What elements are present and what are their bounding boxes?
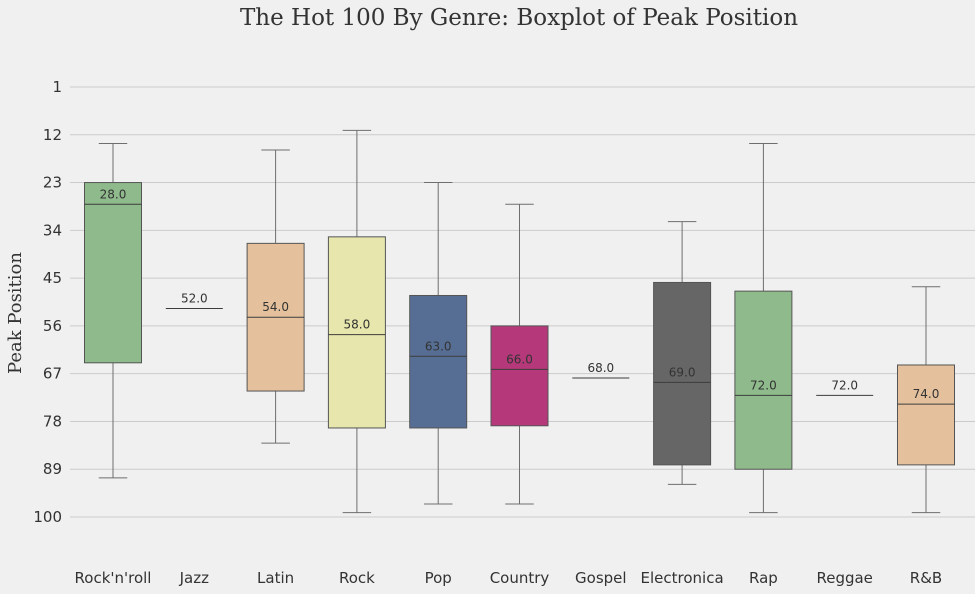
x-tick-label: Rock (339, 569, 375, 587)
y-tick-label: 56 (43, 317, 62, 335)
median-label: 52.0 (181, 292, 208, 306)
box-group: 72.0 (734, 142, 793, 514)
box-group: 63.0 (409, 182, 468, 505)
y-tick-label: 1 (52, 78, 62, 96)
box (653, 281, 712, 466)
box-group: 72.0 (816, 378, 874, 396)
box (490, 325, 549, 427)
box-group: 74.0 (897, 286, 955, 514)
median-label: 69.0 (669, 365, 696, 379)
x-tick-label: Country (490, 569, 550, 587)
y-axis-label: Peak Position (5, 252, 26, 374)
median-label: 72.0 (750, 378, 777, 392)
median-label: 28.0 (100, 187, 127, 201)
box-group: 52.0 (165, 292, 223, 310)
median-label: 72.0 (831, 378, 858, 392)
box (409, 294, 468, 429)
box-group: 69.0 (653, 221, 712, 485)
x-tick-label: R&B (910, 569, 942, 587)
x-tick-label: Gospel (575, 569, 627, 587)
x-tick-label: Jazz (179, 569, 209, 587)
x-tick-label: Reggae (816, 569, 872, 587)
x-tick-label: Pop (425, 569, 452, 587)
x-tick-label: Rap (749, 569, 778, 587)
boxes: 28.0 52.0 54.0 58.0 63.0 66.0 68.0 69.0 72.0 72.0… (84, 129, 955, 514)
chart-title: The Hot 100 By Genre: Boxplot of Peak Po… (240, 5, 798, 31)
box-group: 66.0 (490, 203, 549, 505)
median-label: 66.0 (506, 352, 533, 366)
y-tick-label: 78 (43, 412, 62, 430)
y-tick-label: 45 (43, 269, 62, 287)
y-tick-label: 89 (43, 460, 62, 478)
y-tick-labels: 1 12 23 34 45 56 67 78 89 100 (33, 78, 62, 526)
box-group: 58.0 (327, 129, 386, 514)
box (734, 290, 793, 470)
box (327, 236, 386, 429)
x-tick-label: Latin (257, 569, 294, 587)
box-group: 68.0 (572, 361, 630, 379)
median-label: 54.0 (262, 300, 289, 314)
y-tick-label: 23 (43, 174, 62, 192)
median-label: 63.0 (425, 339, 452, 353)
x-tick-label: Rock'n'roll (75, 569, 152, 587)
median-label: 74.0 (913, 387, 940, 401)
box-group: 28.0 (84, 142, 142, 479)
y-tick-label: 100 (33, 508, 62, 526)
y-tick-label: 34 (43, 221, 62, 239)
y-tick-label: 12 (43, 126, 62, 144)
box-group: 54.0 (246, 149, 305, 444)
y-tick-label: 67 (43, 365, 62, 383)
box (84, 182, 142, 364)
box (897, 364, 955, 466)
x-tick-labels: Rock'n'roll Jazz Latin Rock Pop Country Gospel… (75, 569, 943, 587)
median-label: 68.0 (587, 361, 614, 375)
median-label: 58.0 (344, 318, 371, 332)
x-tick-label: Electronica (641, 569, 724, 587)
